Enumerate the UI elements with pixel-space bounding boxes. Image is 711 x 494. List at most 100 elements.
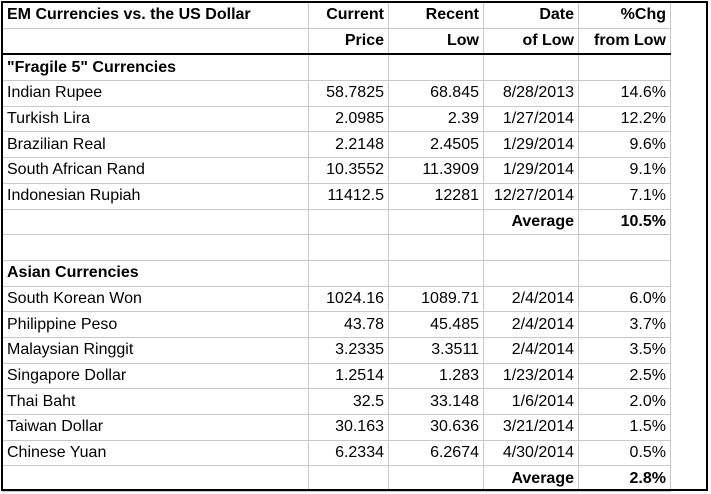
empty-cell bbox=[308, 259, 389, 287]
empty-cell bbox=[388, 465, 484, 493]
pct-change: 9.1% bbox=[578, 157, 671, 184]
pct-change: 2.5% bbox=[578, 362, 671, 390]
empty-cell bbox=[308, 465, 389, 493]
table-title: EM Currencies vs. the US Dollar bbox=[2, 2, 309, 29]
col-header-of-low: of Low bbox=[483, 27, 579, 56]
current-price: 58.7825 bbox=[308, 80, 389, 107]
empty-cell bbox=[578, 53, 671, 82]
pct-change: 6.0% bbox=[578, 285, 671, 313]
date-of-low: 1/29/2014 bbox=[483, 131, 579, 159]
empty-cell bbox=[388, 208, 484, 236]
currency-name: Philippine Peso bbox=[2, 311, 309, 338]
empty-cell bbox=[2, 234, 309, 261]
current-price: 30.163 bbox=[308, 414, 389, 441]
pct-change: 12.2% bbox=[578, 105, 671, 133]
col-header-chg: %Chg bbox=[578, 2, 671, 29]
currency-name: Turkish Lira bbox=[2, 105, 309, 133]
currency-name: Malaysian Ringgit bbox=[2, 336, 309, 364]
date-of-low: 4/30/2014 bbox=[483, 439, 579, 467]
recent-low: 45.485 bbox=[388, 311, 484, 338]
average-label-asian: Average bbox=[483, 465, 579, 493]
currency-name: South Korean Won bbox=[2, 285, 309, 313]
table-row: Thai Baht 32.5 33.148 1/6/2014 2.0% bbox=[2, 388, 671, 415]
recent-low: 1089.71 bbox=[388, 285, 484, 313]
table-row: Singapore Dollar 1.2514 1.283 1/23/2014 … bbox=[2, 362, 671, 390]
col-header-price: Price bbox=[308, 27, 389, 56]
table-row: Indian Rupee 58.7825 68.845 8/28/2013 14… bbox=[2, 80, 671, 107]
average-label-fragile: Average bbox=[483, 208, 579, 236]
average-row-fragile: Average 10.5% bbox=[2, 208, 671, 236]
col-header-low: Low bbox=[388, 27, 484, 56]
empty-cell bbox=[308, 234, 389, 261]
current-price: 2.2148 bbox=[308, 131, 389, 159]
pct-change: 3.7% bbox=[578, 311, 671, 338]
empty-cell bbox=[2, 208, 309, 236]
pct-change: 2.0% bbox=[578, 388, 671, 415]
currency-table: EM Currencies vs. the US Dollar Current … bbox=[2, 2, 671, 493]
recent-low: 1.283 bbox=[388, 362, 484, 390]
table-row: Philippine Peso 43.78 45.485 2/4/2014 3.… bbox=[2, 311, 671, 338]
pct-change: 9.6% bbox=[578, 131, 671, 159]
date-of-low: 2/4/2014 bbox=[483, 336, 579, 364]
col-header-from-low: from Low bbox=[578, 27, 671, 56]
empty-cell bbox=[483, 259, 579, 287]
col-header-current: Current bbox=[308, 2, 389, 29]
recent-low: 12281 bbox=[388, 182, 484, 210]
currency-name: Indonesian Rupiah bbox=[2, 182, 309, 210]
current-price: 11412.5 bbox=[308, 182, 389, 210]
date-of-low: 3/21/2014 bbox=[483, 414, 579, 441]
section-title-fragile: "Fragile 5" Currencies bbox=[2, 53, 309, 82]
empty-cell bbox=[308, 53, 389, 82]
empty-cell bbox=[388, 53, 484, 82]
table-row: South Korean Won 1024.16 1089.71 2/4/201… bbox=[2, 285, 671, 313]
empty-cell bbox=[578, 234, 671, 261]
col-header-recent: Recent bbox=[388, 2, 484, 29]
section-row-asian: Asian Currencies bbox=[2, 259, 671, 287]
spacer-row bbox=[2, 234, 671, 261]
table-row: Turkish Lira 2.0985 2.39 1/27/2014 12.2% bbox=[2, 105, 671, 133]
current-price: 32.5 bbox=[308, 388, 389, 415]
recent-low: 2.4505 bbox=[388, 131, 484, 159]
currency-name: Thai Baht bbox=[2, 388, 309, 415]
currency-name: South African Rand bbox=[2, 157, 309, 184]
average-value-fragile: 10.5% bbox=[578, 208, 671, 236]
header-row-1: EM Currencies vs. the US Dollar Current … bbox=[2, 2, 671, 29]
currency-name: Brazilian Real bbox=[2, 131, 309, 159]
header-row-2: Price Low of Low from Low bbox=[2, 27, 671, 56]
recent-low: 33.148 bbox=[388, 388, 484, 415]
currency-name: Taiwan Dollar bbox=[2, 414, 309, 441]
pct-change: 1.5% bbox=[578, 414, 671, 441]
date-of-low: 1/27/2014 bbox=[483, 105, 579, 133]
table-row: Indonesian Rupiah 11412.5 12281 12/27/20… bbox=[2, 182, 671, 210]
col-header-date: Date bbox=[483, 2, 579, 29]
empty-cell bbox=[308, 208, 389, 236]
date-of-low: 2/4/2014 bbox=[483, 285, 579, 313]
recent-low: 30.636 bbox=[388, 414, 484, 441]
header-blank bbox=[2, 27, 309, 56]
table-row: South African Rand 10.3552 11.3909 1/29/… bbox=[2, 157, 671, 184]
empty-cell bbox=[388, 259, 484, 287]
date-of-low: 2/4/2014 bbox=[483, 311, 579, 338]
pct-change: 3.5% bbox=[578, 336, 671, 364]
current-price: 2.0985 bbox=[308, 105, 389, 133]
date-of-low: 1/29/2014 bbox=[483, 157, 579, 184]
table-row: Chinese Yuan 6.2334 6.2674 4/30/2014 0.5… bbox=[2, 439, 671, 467]
empty-cell bbox=[483, 234, 579, 261]
pct-change: 0.5% bbox=[578, 439, 671, 467]
date-of-low: 12/27/2014 bbox=[483, 182, 579, 210]
empty-cell bbox=[388, 234, 484, 261]
table-row: Malaysian Ringgit 3.2335 3.3511 2/4/2014… bbox=[2, 336, 671, 364]
current-price: 6.2334 bbox=[308, 439, 389, 467]
pct-change: 14.6% bbox=[578, 80, 671, 107]
recent-low: 11.3909 bbox=[388, 157, 484, 184]
date-of-low: 8/28/2013 bbox=[483, 80, 579, 107]
table-row: Taiwan Dollar 30.163 30.636 3/21/2014 1.… bbox=[2, 414, 671, 441]
date-of-low: 1/23/2014 bbox=[483, 362, 579, 390]
current-price: 10.3552 bbox=[308, 157, 389, 184]
pct-change: 7.1% bbox=[578, 182, 671, 210]
section-row-fragile: "Fragile 5" Currencies bbox=[2, 53, 671, 82]
recent-low: 68.845 bbox=[388, 80, 484, 107]
currency-name: Singapore Dollar bbox=[2, 362, 309, 390]
section-title-asian: Asian Currencies bbox=[2, 259, 309, 287]
empty-cell bbox=[578, 259, 671, 287]
